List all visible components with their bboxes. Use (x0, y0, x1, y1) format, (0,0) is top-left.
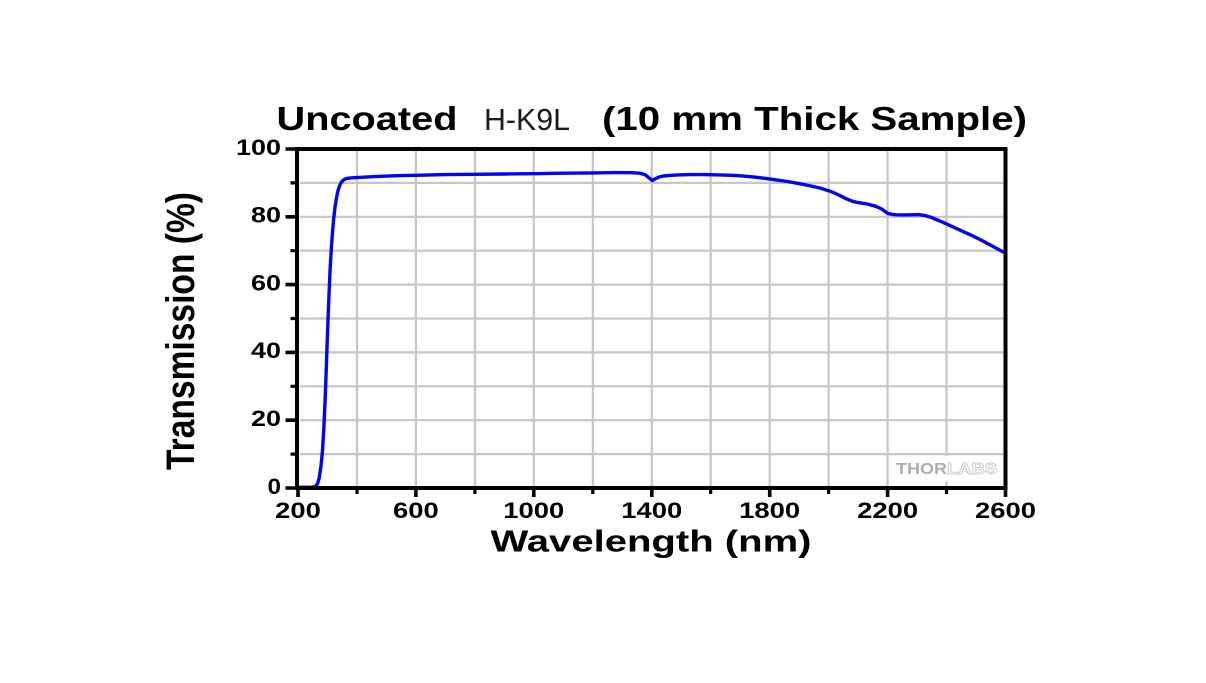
svg-text:2600: 2600 (975, 498, 1036, 523)
svg-text:60: 60 (251, 270, 281, 295)
svg-text:80: 80 (251, 203, 281, 228)
svg-text:Uncoated: Uncoated (277, 100, 458, 137)
svg-text:100: 100 (236, 135, 281, 160)
svg-text:H-K9L: H-K9L (484, 102, 570, 137)
svg-text:THOR: THOR (896, 461, 947, 478)
svg-text:1000: 1000 (503, 498, 564, 523)
svg-text:200: 200 (275, 498, 321, 523)
svg-text:1800: 1800 (739, 498, 800, 523)
svg-text:2200: 2200 (857, 498, 918, 523)
svg-text:40: 40 (251, 338, 281, 363)
svg-text:Transmission (%): Transmission (%) (158, 192, 203, 470)
svg-text:(10 mm Thick Sample): (10 mm Thick Sample) (602, 100, 1027, 137)
svg-text:0: 0 (268, 474, 282, 499)
svg-text:Wavelength (nm): Wavelength (nm) (491, 524, 812, 559)
svg-text:600: 600 (393, 498, 439, 523)
svg-text:1400: 1400 (621, 498, 682, 523)
svg-text:LABS: LABS (947, 461, 997, 478)
svg-text:20: 20 (251, 406, 281, 431)
